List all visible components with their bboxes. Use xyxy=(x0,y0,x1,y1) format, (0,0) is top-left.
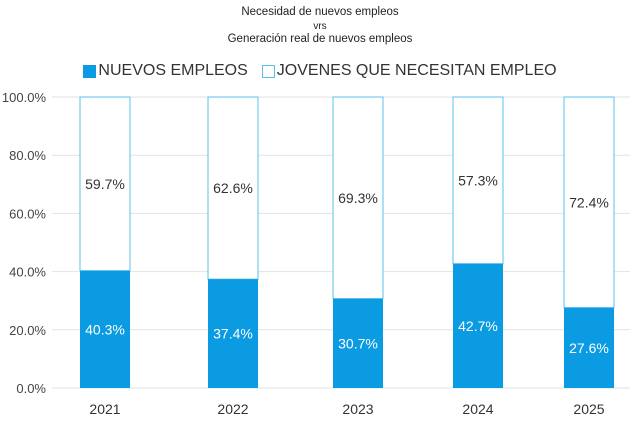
y-tick-label: 100.0% xyxy=(2,90,47,105)
bar-nuevos xyxy=(80,270,130,388)
chart-title-line-2: vrs xyxy=(313,21,327,32)
data-label-jovenes: 62.6% xyxy=(213,180,253,196)
legend-swatch-nuevos xyxy=(83,64,97,78)
y-tick-label: 40.0% xyxy=(9,265,46,280)
bar-jovenes xyxy=(332,96,384,300)
legend-item-jovenes: JOVENES QUE NECESITAN EMPLEO xyxy=(261,62,557,80)
x-tick-label: 2022 xyxy=(217,401,248,417)
data-label-nuevos: 40.3% xyxy=(85,321,125,337)
chart-title-line-1: Necesidad de nuevos empleos xyxy=(241,6,399,18)
x-tick-label: 2023 xyxy=(342,401,373,417)
bar-nuevos xyxy=(564,307,614,388)
legend-item-nuevos: NUEVOS EMPLEOS xyxy=(83,62,248,80)
data-label-nuevos: 42.7% xyxy=(458,318,498,334)
bar-jovenes xyxy=(563,96,615,309)
bar-nuevos xyxy=(208,279,258,388)
y-tick-label: 80.0% xyxy=(9,148,46,163)
data-label-jovenes: 69.3% xyxy=(338,190,378,206)
data-label-jovenes: 72.4% xyxy=(569,194,609,210)
legend: NUEVOS EMPLEOS JOVENES QUE NECESITAN EMP… xyxy=(0,62,640,80)
chart-title-line-3: Generación real de nuevos empleos xyxy=(227,33,413,45)
legend-label: NUEVOS EMPLEOS xyxy=(98,62,248,79)
data-label-jovenes: 59.7% xyxy=(85,176,125,192)
data-label-nuevos: 27.6% xyxy=(569,340,609,356)
x-tick-label: 2024 xyxy=(462,401,493,417)
data-label-jovenes: 57.3% xyxy=(458,172,498,188)
bar-jovenes xyxy=(452,96,504,265)
data-label-nuevos: 37.4% xyxy=(213,326,253,342)
legend-swatch-jovenes xyxy=(261,64,275,78)
bar-nuevos xyxy=(333,298,383,388)
legend-label: JOVENES QUE NECESITAN EMPLEO xyxy=(276,62,557,79)
bar-jovenes xyxy=(207,96,259,280)
data-label-nuevos: 30.7% xyxy=(338,335,378,351)
x-tick-label: 2025 xyxy=(573,401,604,417)
x-tick-label: 2021 xyxy=(89,401,120,417)
y-tick-label: 0.0% xyxy=(16,381,46,396)
y-tick-label: 20.0% xyxy=(9,323,46,338)
bar-nuevos xyxy=(453,263,503,388)
y-tick-label: 60.0% xyxy=(9,206,46,221)
